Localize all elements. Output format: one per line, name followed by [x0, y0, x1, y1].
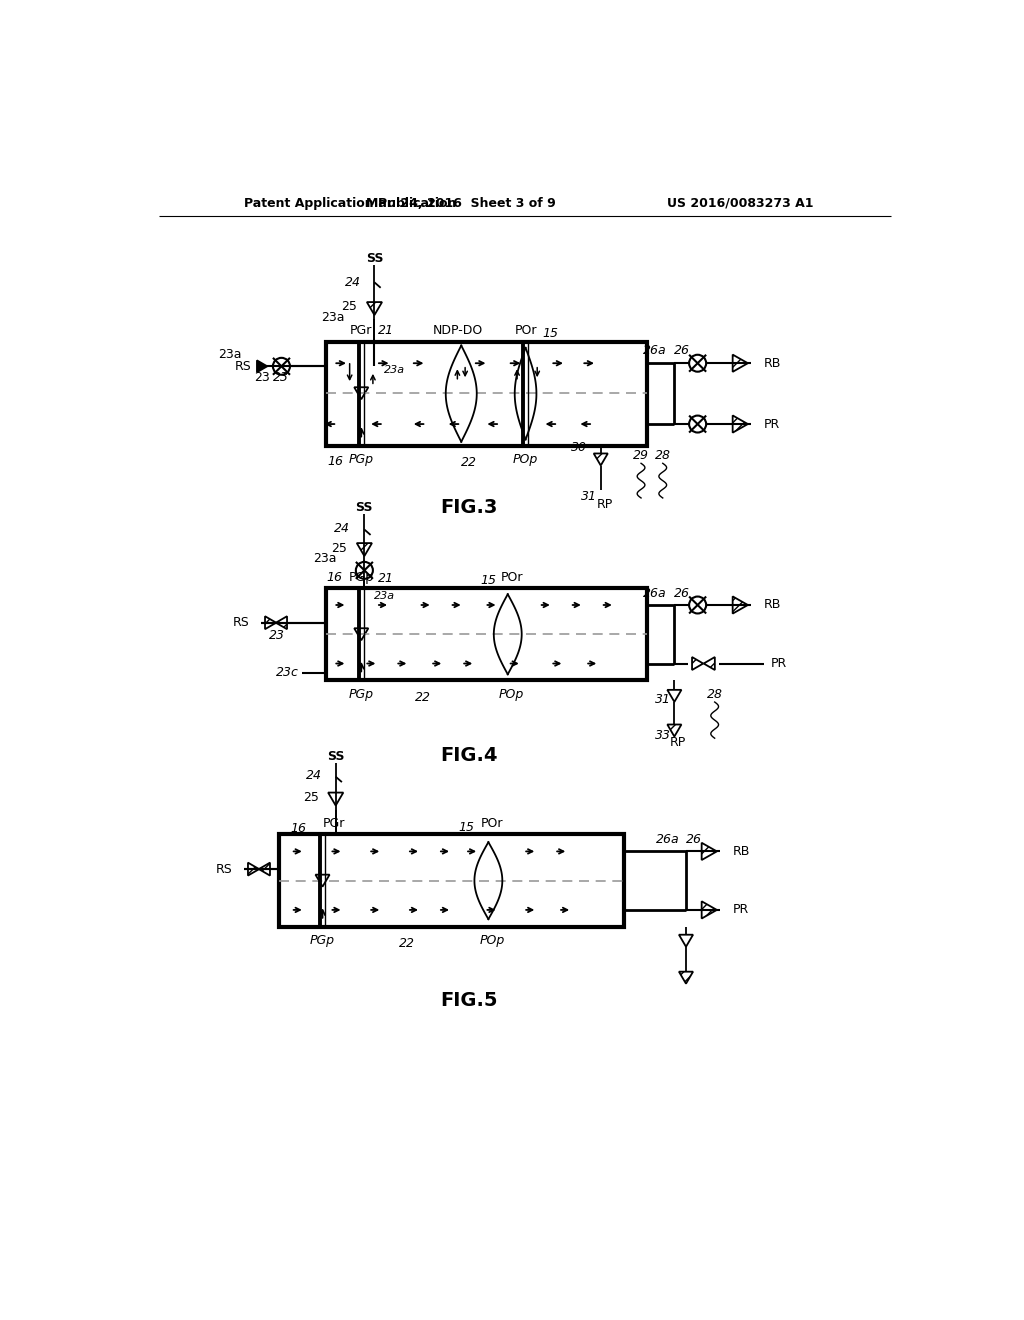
- Bar: [326, 342, 647, 446]
- Text: Mar. 24, 2016  Sheet 3 of 9: Mar. 24, 2016 Sheet 3 of 9: [367, 197, 556, 210]
- Polygon shape: [732, 355, 748, 372]
- Text: 16: 16: [328, 454, 343, 467]
- Text: POp: POp: [499, 688, 524, 701]
- Text: 22: 22: [461, 455, 477, 469]
- Polygon shape: [679, 935, 693, 946]
- Text: 31: 31: [654, 693, 671, 706]
- Text: 23: 23: [268, 630, 285, 643]
- Text: 24: 24: [335, 523, 350, 536]
- Text: 30: 30: [570, 441, 587, 454]
- Text: NDP-DO: NDP-DO: [432, 323, 482, 337]
- Text: 26a: 26a: [643, 587, 667, 601]
- Text: 23a: 23a: [218, 348, 242, 362]
- Text: 24: 24: [306, 770, 322, 783]
- Polygon shape: [668, 690, 681, 702]
- Text: FIG.3: FIG.3: [440, 498, 498, 516]
- Polygon shape: [259, 863, 270, 875]
- Text: 29: 29: [633, 449, 649, 462]
- Bar: [280, 834, 624, 927]
- Bar: [326, 589, 647, 681]
- Text: PGr: PGr: [350, 323, 373, 337]
- Text: RB: RB: [764, 356, 781, 370]
- Text: PR: PR: [732, 903, 749, 916]
- Text: 15: 15: [480, 574, 497, 587]
- Text: POp: POp: [479, 935, 505, 948]
- Text: 28: 28: [707, 688, 723, 701]
- Polygon shape: [248, 863, 259, 875]
- Text: 24: 24: [344, 276, 360, 289]
- Text: PGr: PGr: [323, 817, 345, 830]
- Text: 33: 33: [654, 730, 671, 742]
- Polygon shape: [354, 387, 369, 399]
- Text: SS: SS: [366, 252, 383, 265]
- Text: 26a: 26a: [656, 833, 680, 846]
- Text: 26: 26: [674, 587, 690, 601]
- Text: 26: 26: [674, 345, 690, 358]
- Text: RB: RB: [732, 845, 750, 858]
- Text: FIG.4: FIG.4: [440, 746, 498, 766]
- Polygon shape: [732, 597, 748, 614]
- Polygon shape: [668, 725, 681, 737]
- Text: POp: POp: [513, 453, 539, 466]
- Polygon shape: [315, 875, 330, 887]
- Polygon shape: [732, 416, 748, 433]
- Text: 16: 16: [326, 570, 342, 583]
- Polygon shape: [594, 454, 608, 466]
- Polygon shape: [275, 616, 287, 630]
- Text: 25: 25: [303, 791, 318, 804]
- Text: FIG.5: FIG.5: [440, 990, 498, 1010]
- Text: 16: 16: [290, 822, 306, 834]
- Polygon shape: [354, 628, 369, 640]
- Text: RP: RP: [597, 498, 612, 511]
- Text: POr: POr: [514, 323, 537, 337]
- Text: 23a: 23a: [313, 552, 337, 565]
- Text: 23: 23: [254, 371, 270, 384]
- Text: SS: SS: [327, 750, 344, 763]
- Text: PGp: PGp: [349, 570, 374, 583]
- Text: Patent Application Publication: Patent Application Publication: [245, 197, 457, 210]
- Text: PGp: PGp: [349, 688, 374, 701]
- Text: US 2016/0083273 A1: US 2016/0083273 A1: [667, 197, 813, 210]
- Text: RP: RP: [670, 735, 686, 748]
- Text: RB: RB: [764, 598, 781, 611]
- Text: RS: RS: [216, 862, 232, 875]
- Text: PGp: PGp: [310, 935, 335, 948]
- Polygon shape: [701, 902, 717, 919]
- Text: 22: 22: [415, 690, 430, 704]
- Text: 28: 28: [654, 449, 671, 462]
- Polygon shape: [679, 972, 693, 983]
- Polygon shape: [328, 792, 343, 805]
- Text: POr: POr: [501, 570, 523, 583]
- Text: 22: 22: [399, 937, 415, 950]
- Text: 21: 21: [378, 325, 394, 338]
- Polygon shape: [692, 657, 703, 671]
- Text: PR: PR: [764, 417, 779, 430]
- Text: 23a: 23a: [374, 591, 395, 601]
- Text: 25: 25: [342, 300, 357, 313]
- Text: RS: RS: [232, 616, 250, 630]
- Text: 15: 15: [459, 821, 475, 834]
- Text: PGp: PGp: [349, 453, 374, 466]
- Text: 23a: 23a: [322, 312, 345, 325]
- Polygon shape: [367, 302, 382, 315]
- Text: 26: 26: [686, 833, 701, 846]
- Text: SS: SS: [355, 502, 373, 515]
- Text: 31: 31: [581, 490, 597, 503]
- Polygon shape: [356, 543, 372, 556]
- Text: POr: POr: [481, 817, 504, 830]
- Polygon shape: [703, 657, 715, 671]
- Polygon shape: [701, 842, 717, 861]
- Text: 23c: 23c: [275, 667, 299, 680]
- Text: 21: 21: [378, 573, 394, 585]
- Text: RS: RS: [236, 360, 252, 372]
- Text: 15: 15: [543, 327, 558, 341]
- Text: 25: 25: [332, 541, 347, 554]
- Text: 26a: 26a: [643, 345, 667, 358]
- Polygon shape: [257, 360, 267, 372]
- Text: 23: 23: [273, 371, 290, 384]
- Text: PR: PR: [771, 657, 787, 671]
- Polygon shape: [265, 616, 276, 630]
- Text: 23a: 23a: [384, 366, 404, 375]
